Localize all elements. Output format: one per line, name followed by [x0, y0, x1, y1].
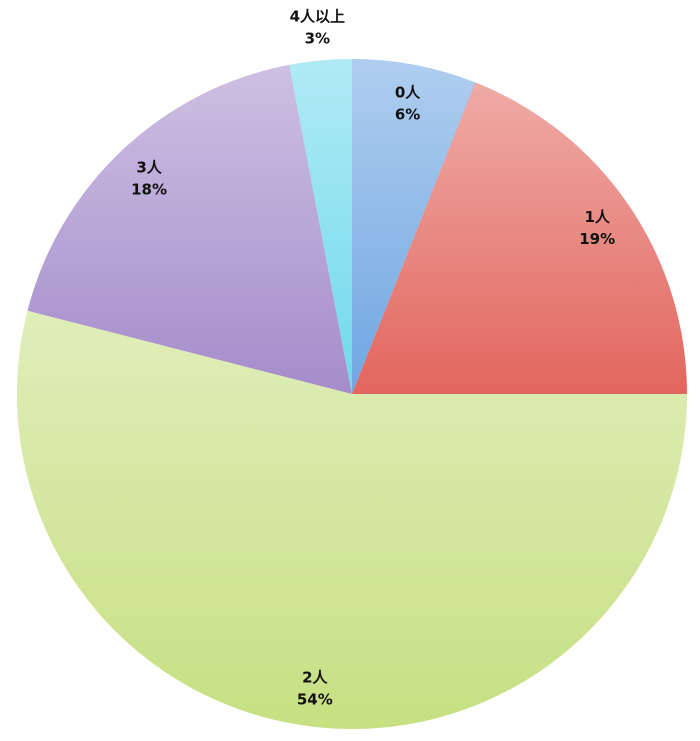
slice-label: 3人 — [136, 158, 162, 176]
slice-label: 1人 — [584, 208, 610, 226]
slice-value-label: 6% — [395, 105, 420, 123]
slice-shine — [27, 64, 353, 394]
pie — [17, 59, 688, 730]
labels: 0人 6% 1人 19% 2人 54% 3人 18% 4人以上 3% — [131, 8, 615, 709]
slice-shine — [289, 59, 352, 394]
slice-label: 0人 — [395, 83, 421, 101]
slice-shine — [352, 82, 687, 395]
slice-shine — [352, 59, 476, 394]
slice-value-label: 18% — [131, 180, 167, 198]
slice-value-label: 3% — [305, 30, 330, 48]
slice-value-label: 54% — [297, 691, 333, 709]
slice-label: 2人 — [302, 669, 328, 687]
slice-label: 4人以上 — [290, 8, 345, 26]
slice-value-label: 19% — [579, 230, 615, 248]
slice-shine — [17, 310, 688, 730]
